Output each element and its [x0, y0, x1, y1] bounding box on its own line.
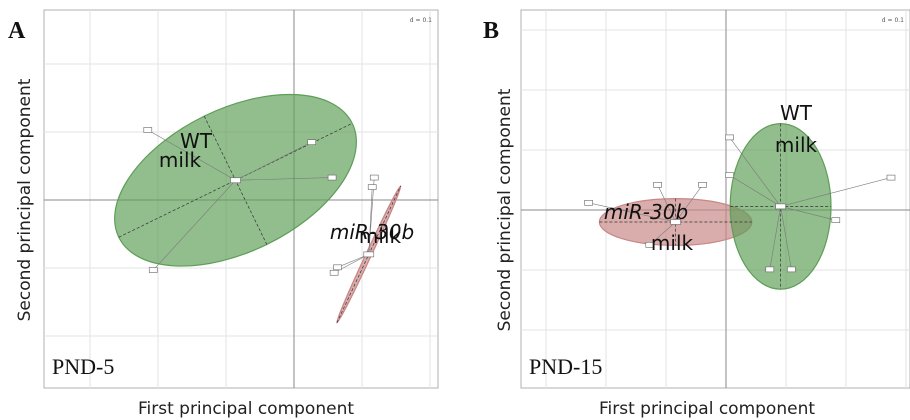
data-point — [333, 264, 342, 271]
spoke-line — [780, 206, 836, 221]
centroid-marker — [230, 177, 241, 184]
spoke-line — [153, 180, 236, 271]
spokes-0 — [147, 129, 333, 271]
panel-letter: A — [8, 18, 26, 44]
group-label-1-top: WT — [780, 101, 813, 125]
group-label-0-bottom: milk — [651, 231, 694, 255]
group-label-0-italic: miR-30b — [604, 200, 688, 224]
stage-label: PND-15 — [529, 354, 602, 379]
data-point — [831, 217, 841, 223]
spoke-line — [657, 184, 676, 223]
spoke-line — [235, 177, 333, 181]
spoke-line — [780, 206, 792, 270]
pca-panel-b: miR-30b milk WT milk PND-15 d = 0.1 B First pri… — [483, 9, 910, 419]
data-point — [143, 127, 153, 133]
data-point — [327, 174, 337, 181]
data-point — [148, 267, 158, 273]
data-point — [765, 266, 775, 273]
x-axis-title: First principal component — [138, 399, 354, 419]
x-axis-title: First principal component — [599, 399, 815, 419]
plot-area — [521, 10, 910, 388]
group-label-0-bottom: milk — [159, 148, 202, 172]
plot-frame — [520, 9, 910, 389]
y-axis-title: Second principal component — [15, 78, 35, 321]
data-point — [367, 184, 377, 190]
data-point — [886, 174, 896, 181]
centroid-marker — [670, 219, 681, 225]
data-point — [369, 174, 379, 181]
group-label-1-italic: miR-30b — [330, 220, 414, 244]
data-point — [725, 134, 734, 141]
data-point — [307, 139, 316, 145]
spoke-line — [588, 202, 676, 223]
panel-letter: B — [483, 18, 499, 44]
spoke-line — [769, 206, 781, 270]
spoke-line — [368, 187, 373, 255]
spoke-line — [147, 129, 236, 181]
data-point — [584, 200, 593, 206]
y-axis-title: Second principal component — [495, 88, 515, 331]
spoke-line — [780, 177, 892, 207]
spoke-line — [235, 141, 312, 181]
spoke-line — [675, 184, 703, 223]
spoke-line — [729, 174, 781, 207]
group-label-0-top: WT — [180, 129, 213, 153]
grid-scale-label: d = 0.1 — [882, 17, 904, 24]
group-label-1-bottom: milk — [775, 133, 818, 157]
data-point — [645, 242, 655, 248]
spokes-1 — [729, 137, 892, 270]
data-point — [698, 182, 707, 188]
data-point — [725, 172, 734, 178]
plot-area — [44, 10, 438, 388]
data-point — [653, 182, 662, 188]
centroid-marker — [775, 203, 786, 210]
group-label-1-bottom: milk — [359, 224, 402, 248]
centroid-marker — [363, 251, 375, 258]
spokes-0 — [588, 184, 703, 246]
spoke-line — [729, 137, 781, 207]
stage-label: PND-5 — [52, 354, 114, 379]
grid-scale-label: d = 0.1 — [410, 17, 432, 24]
data-point — [787, 266, 796, 273]
data-point — [329, 269, 339, 276]
spoke-line — [649, 221, 676, 246]
